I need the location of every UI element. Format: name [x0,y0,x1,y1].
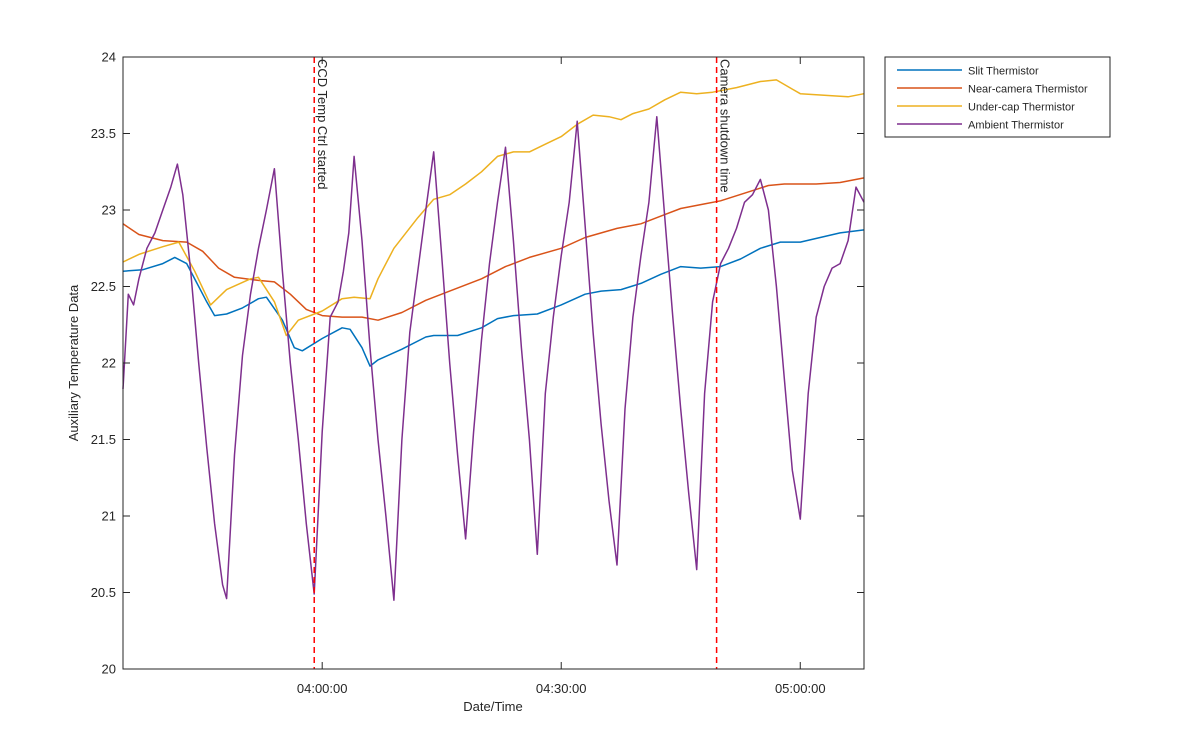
legend-label-3: Ambient Thermistor [968,120,1064,132]
plot-area [123,57,864,669]
legend-label-1: Near-camera Thermistor [968,84,1088,96]
series-line-1 [122,177,865,321]
annotation-label-0: CCD Temp Ctrl started [315,59,330,190]
series-layer [122,79,865,601]
x-tick-label-1: 04:30:00 [536,681,587,696]
y-tick-label-4: 22 [102,356,116,371]
y-tick-label-6: 23 [102,203,116,218]
legend-label-0: Slit Thermistor [968,66,1039,78]
y-axis: 20 20.5 21 21.5 22 22.5 23 23.5 24 [91,50,864,677]
x-axis: 04:00:00 04:30:00 05:00:00 [297,57,826,696]
x-tick-label-2: 05:00:00 [775,681,826,696]
y-tick-label-1: 20.5 [91,585,116,600]
y-tick-label-8: 24 [102,50,116,65]
series-line-0 [122,229,865,367]
series-line-3 [122,115,865,601]
y-axis-label: Auxiliary Temperature Data [66,284,81,441]
legend: Slit Thermistor Near-camera Thermistor Und… [884,56,1111,138]
x-tick-label-0: 04:00:00 [297,681,348,696]
annotation-layer: CCD Temp Ctrl started Camera shutdown tim… [313,57,733,669]
y-tick-label-5: 22.5 [91,279,116,294]
x-axis-label: Date/Time [463,699,522,714]
legend-label-2: Under-cap Thermistor [968,102,1075,114]
y-tick-label-3: 21.5 [91,432,116,447]
annotation-label-1: Camera shutdown time [718,59,733,193]
series-line-2 [122,79,865,337]
y-tick-label-7: 23.5 [91,126,116,141]
y-tick-label-2: 21 [102,509,116,524]
y-tick-label-0: 20 [102,662,116,677]
